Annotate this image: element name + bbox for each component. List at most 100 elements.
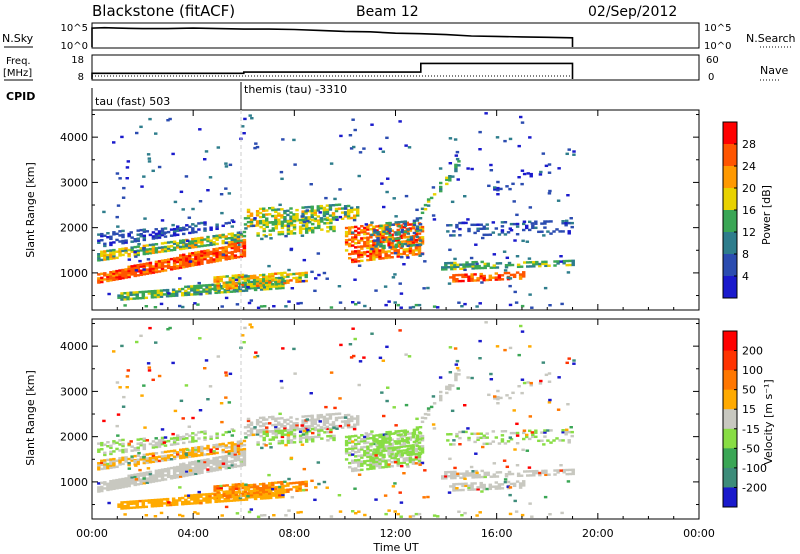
velocity-cell [265,426,269,429]
velocity-cell [528,437,532,441]
velocity-cell [366,447,370,450]
power-cell [379,224,383,228]
velocity-cell [109,444,113,448]
velocity-cell [217,500,221,503]
velocity-cell [144,514,149,517]
velocity-cell [360,446,364,449]
velocity-cell [505,394,509,397]
velocity-cell [403,431,408,434]
power-cell [153,289,158,293]
velocity-cell [500,440,505,443]
velocity-cell [360,462,364,465]
power-cell [234,274,239,277]
power-cell [112,255,116,258]
velocity-cell [399,461,403,465]
velocity-cell [247,490,252,493]
power-cell [394,233,398,236]
power-cell [243,277,248,280]
velocity-cell [181,417,185,420]
velocity-cell [248,323,252,326]
power-cell [135,297,139,300]
velocity-cell [209,450,213,453]
velocity-cell [283,420,287,424]
power-cell [325,204,330,207]
power-cell [432,218,437,221]
power-cell [255,224,260,227]
power-cell [130,267,134,270]
power-cell [397,237,401,240]
power-cell [504,266,509,269]
velocity-cell [226,499,231,503]
power-cell [134,269,139,272]
power-cell [130,269,134,272]
velocity-cell [571,472,575,476]
power-cell [450,261,454,265]
power-cell [242,246,247,250]
velocity-cell [455,435,459,438]
power-cell [268,277,272,280]
power-cell [286,281,290,284]
power-cell [222,283,226,287]
power-cell [190,289,194,292]
power-cell [118,240,122,243]
velocity-cell [274,431,278,435]
velocity-cell [206,446,210,450]
velocity-cell [325,419,330,423]
velocity-cell [234,487,239,491]
power-cell [552,230,556,233]
power-cell [278,278,282,282]
power-cell [147,292,152,295]
power-cell [406,238,411,241]
velocity-cell [561,431,565,434]
velocity-cell [543,429,547,432]
velocity-cell [316,461,321,464]
velocity-cell [394,452,398,456]
velocity-cell [357,442,361,445]
velocity-cell [503,442,508,445]
velocity-cell [568,468,572,472]
velocity-cell [556,408,561,411]
velocity-cell [130,445,134,448]
power-cell [301,206,305,209]
velocity-cell [208,494,212,498]
power-cell [213,276,217,279]
power-cell [145,264,150,267]
power-cell [163,227,168,230]
power-cell [97,273,101,276]
power-cell [103,234,107,237]
power-cell [133,240,137,243]
velocity-cell [157,475,162,478]
power-cell [340,211,345,214]
power-cell [348,228,352,231]
power-cell [532,265,536,268]
power-cell [488,274,493,278]
velocity-cell [406,441,411,444]
power-cell [182,245,186,248]
power-cell [191,227,195,230]
velocity-cell [218,468,222,471]
velocity-cell [469,465,474,469]
power-cell [250,280,255,284]
power-cell [534,222,538,225]
velocity-cell [286,431,291,434]
velocity-cell [418,432,423,435]
velocity-cell [249,423,254,426]
velocity-cell [400,452,405,455]
power-cell [163,265,168,268]
power-cell [176,246,180,249]
velocity-cell [541,361,546,364]
power-cell [538,173,543,176]
power-cell [404,194,409,198]
power-cell [171,292,176,296]
velocity-cell [205,499,209,502]
velocity-cell [160,451,165,454]
velocity-cell [151,444,156,447]
power-cell [455,278,459,281]
velocity-cell [148,474,153,478]
power-cell [109,235,113,239]
velocity-cell [571,468,575,472]
power-cell [109,251,113,254]
velocity-cell [241,498,246,502]
power-cell [397,221,401,224]
power-cell [543,286,548,290]
